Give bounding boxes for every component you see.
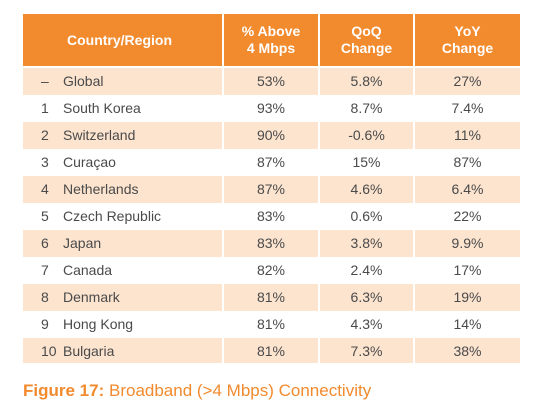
rank-label: 2: [41, 126, 49, 143]
table-row: 9 Hong Kong 81% 4.3% 14%: [23, 309, 520, 337]
table-body: – Global 53% 5.8% 27% 1 South Korea 93% 8.…: [23, 66, 520, 363]
country-cell: 7 Canada: [23, 255, 224, 283]
country-name: South Korea: [63, 99, 141, 116]
table-row: 2 Switzerland 90% -0.6% 11%: [23, 120, 520, 148]
above-4mbps-cell: 87%: [223, 174, 320, 202]
country-name: Canada: [63, 261, 113, 278]
header-qoq-change: QoQ Change: [319, 14, 415, 67]
yoy-change-cell: 19%: [414, 282, 520, 310]
country-cell: 1 South Korea: [23, 93, 224, 121]
connectivity-table-wrapper: Country/Region % Above 4 Mbps QoQ Change Y…: [23, 14, 520, 363]
yoy-change-cell: 87%: [414, 147, 520, 175]
figure-title: Broadband (>4 Mbps) Connectivity: [108, 381, 372, 400]
table-row: – Global 53% 5.8% 27%: [23, 66, 520, 94]
above-4mbps-cell: 87%: [223, 147, 320, 175]
country-cell: 8 Denmark: [23, 282, 224, 310]
connectivity-table: Country/Region % Above 4 Mbps QoQ Change Y…: [23, 14, 520, 363]
country-name: Czech Republic: [63, 207, 162, 224]
country-cell: 9 Hong Kong: [23, 309, 224, 337]
qoq-change-cell: 3.8%: [319, 228, 415, 256]
figure-label: Figure 17:: [23, 381, 105, 400]
header-above-4mbps: % Above 4 Mbps: [223, 14, 320, 67]
table-row: 7 Canada 82% 2.4% 17%: [23, 255, 520, 283]
yoy-change-cell: 6.4%: [414, 174, 520, 202]
table-row: 10 Bulgaria 81% 7.3% 38%: [23, 336, 520, 363]
above-4mbps-cell: 93%: [223, 93, 320, 121]
above-4mbps-cell: 81%: [223, 309, 320, 337]
header-country: Country/Region: [23, 14, 224, 67]
country-name: Japan: [63, 234, 102, 251]
qoq-change-cell: 0.6%: [319, 201, 415, 229]
yoy-change-cell: 9.9%: [414, 228, 520, 256]
above-4mbps-cell: 81%: [223, 336, 320, 363]
qoq-change-cell: 6.3%: [319, 282, 415, 310]
country-name: Switzerland: [63, 126, 136, 143]
country-name: Denmark: [63, 288, 120, 305]
country-cell: 5 Czech Republic: [23, 201, 224, 229]
country-cell: 2 Switzerland: [23, 120, 224, 148]
table-row: 5 Czech Republic 83% 0.6% 22%: [23, 201, 520, 229]
above-4mbps-cell: 83%: [223, 228, 320, 256]
above-4mbps-cell: 83%: [223, 201, 320, 229]
yoy-change-cell: 22%: [414, 201, 520, 229]
country-name: Netherlands: [63, 180, 139, 197]
above-4mbps-cell: 82%: [223, 255, 320, 283]
rank-label: 6: [41, 234, 49, 251]
yoy-change-cell: 38%: [414, 336, 520, 363]
above-4mbps-cell: 53%: [223, 66, 320, 94]
rank-label: 10: [41, 342, 57, 359]
qoq-change-cell: -0.6%: [319, 120, 415, 148]
table-row: 4 Netherlands 87% 4.6% 6.4%: [23, 174, 520, 202]
country-cell: – Global: [23, 66, 224, 94]
above-4mbps-cell: 90%: [223, 120, 320, 148]
qoq-change-cell: 7.3%: [319, 336, 415, 363]
country-cell: 3 Curaçao: [23, 147, 224, 175]
country-name: Hong Kong: [63, 315, 134, 332]
qoq-change-cell: 15%: [319, 147, 415, 175]
country-name: Bulgaria: [63, 342, 115, 359]
rank-label: 5: [41, 207, 49, 224]
country-cell: 6 Japan: [23, 228, 224, 256]
qoq-change-cell: 5.8%: [319, 66, 415, 94]
qoq-change-cell: 4.6%: [319, 174, 415, 202]
rank-label: –: [41, 72, 49, 89]
country-name: Curaçao: [63, 153, 116, 170]
rank-label: 3: [41, 153, 49, 170]
rank-label: 7: [41, 261, 49, 278]
rank-label: 4: [41, 180, 49, 197]
country-cell: 4 Netherlands: [23, 174, 224, 202]
yoy-change-cell: 27%: [414, 66, 520, 94]
table-row: 8 Denmark 81% 6.3% 19%: [23, 282, 520, 310]
rank-label: 9: [41, 315, 49, 332]
above-4mbps-cell: 81%: [223, 282, 320, 310]
yoy-change-cell: 11%: [414, 120, 520, 148]
yoy-change-cell: 14%: [414, 309, 520, 337]
rank-label: 1: [41, 99, 49, 116]
rank-label: 8: [41, 288, 49, 305]
qoq-change-cell: 4.3%: [319, 309, 415, 337]
country-cell: 10 Bulgaria: [23, 336, 224, 363]
yoy-change-cell: 17%: [414, 255, 520, 283]
qoq-change-cell: 2.4%: [319, 255, 415, 283]
figure-caption: Figure 17: Broadband (>4 Mbps) Connectiv…: [23, 381, 371, 401]
table-row: 3 Curaçao 87% 15% 87%: [23, 147, 520, 175]
table-row: 1 South Korea 93% 8.7% 7.4%: [23, 93, 520, 121]
table-header-row: Country/Region % Above 4 Mbps QoQ Change Y…: [23, 14, 520, 67]
table-row: 6 Japan 83% 3.8% 9.9%: [23, 228, 520, 256]
qoq-change-cell: 8.7%: [319, 93, 415, 121]
country-name: Global: [63, 72, 104, 89]
header-yoy-change: YoY Change: [414, 14, 520, 67]
yoy-change-cell: 7.4%: [414, 93, 520, 121]
